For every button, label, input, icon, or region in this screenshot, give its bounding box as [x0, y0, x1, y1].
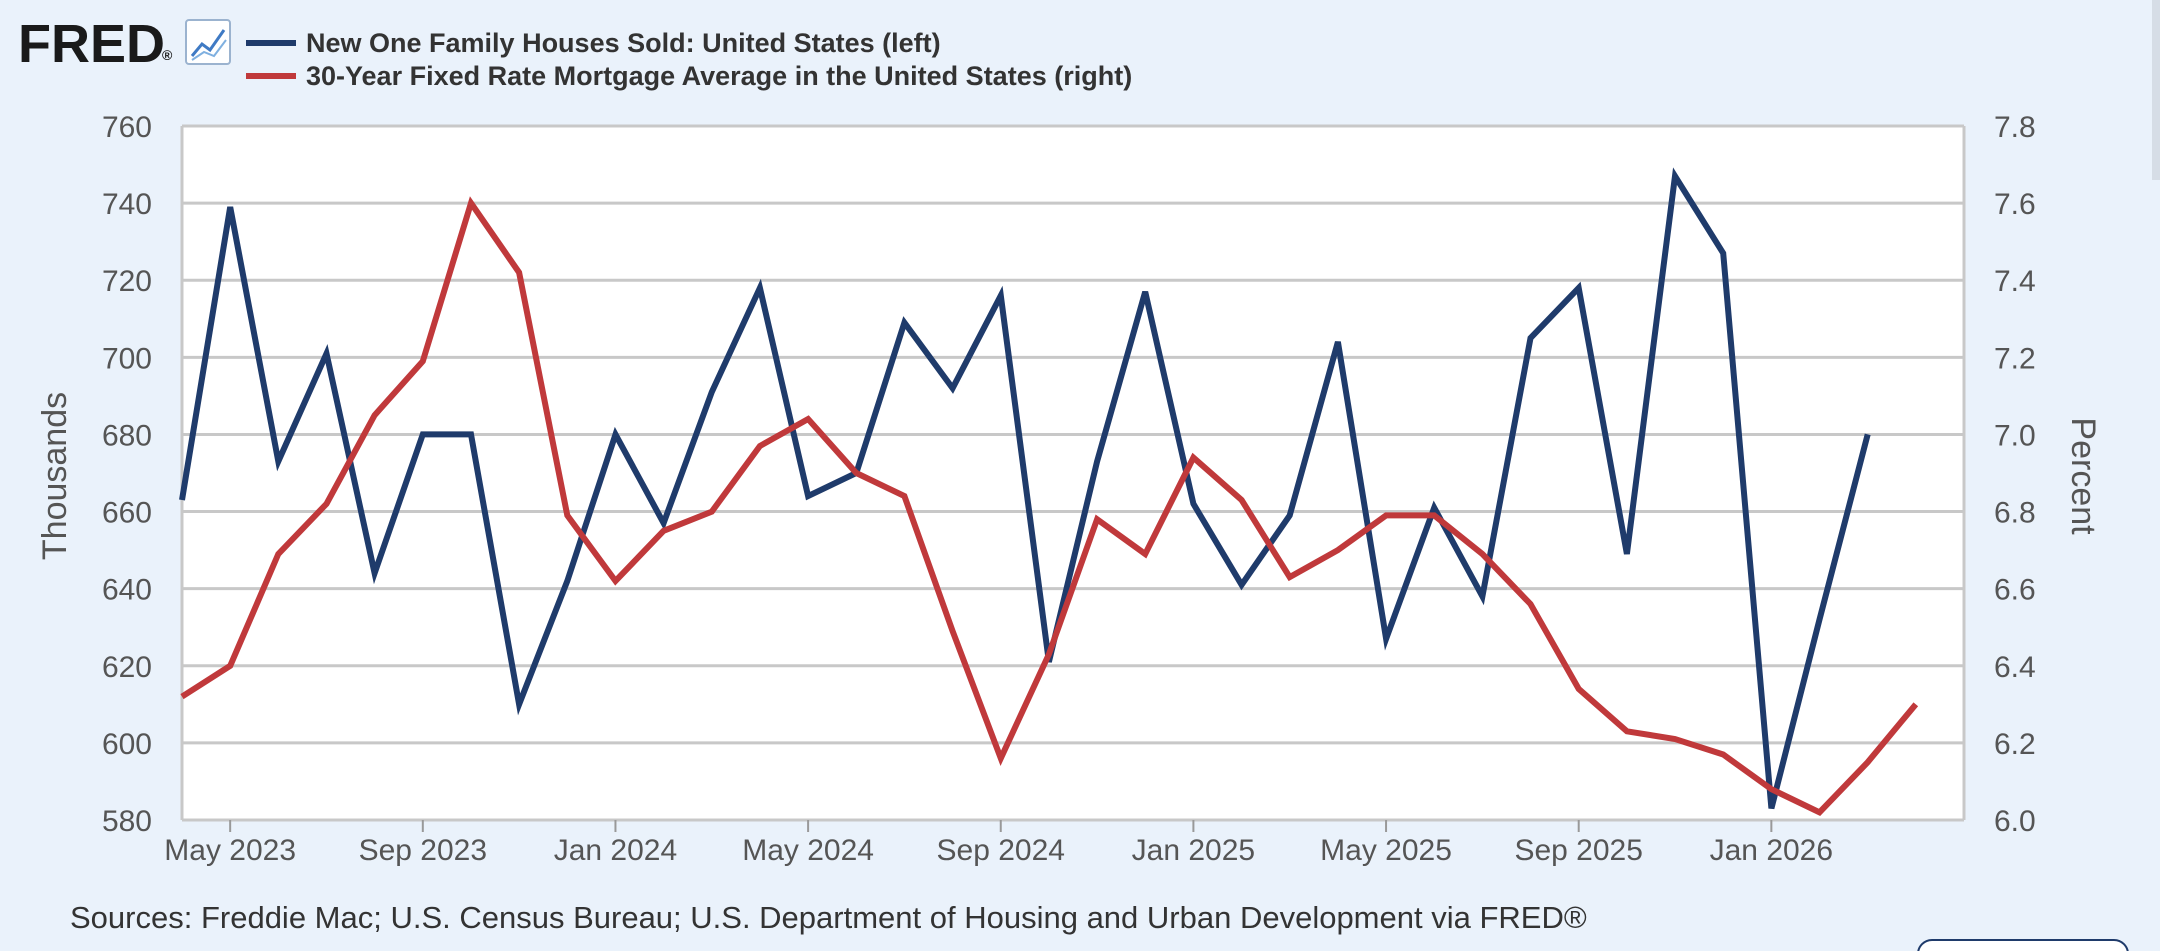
y-left-tick-label: 580: [102, 805, 152, 838]
y-right-tick-label: 6.4: [1994, 651, 2036, 684]
scrollbar[interactable]: [2152, 0, 2160, 180]
legend-label-right: 30-Year Fixed Rate Mortgage Average in t…: [306, 61, 1132, 91]
y-right-tick-label: 7.4: [1994, 265, 2036, 298]
y-left-tick-label: 620: [102, 651, 152, 684]
x-tick-label: Sep 2023: [359, 834, 487, 867]
legend-label-left: New One Family Houses Sold: United State…: [306, 28, 941, 58]
fred-logo-text: FRED: [18, 14, 165, 74]
x-axis: May 2023 Sep 2023 Jan 2024 May 2024 Sep 2024…: [164, 820, 1833, 867]
y-axis-left: 760 740 720 700 680 660 640 620 600 580: [102, 111, 152, 838]
x-tick-label: May 2024: [742, 834, 874, 867]
y-axis-right: 7.8 7.6 7.4 7.2 7.0 6.8 6.6 6.4 6.2 6.0: [1994, 111, 2036, 838]
y-left-tick-label: 720: [102, 265, 152, 298]
y-right-tick-label: 6.2: [1994, 728, 2036, 761]
x-tick-label: Jan 2026: [1710, 834, 1833, 867]
y-right-tick-label: 7.2: [1994, 342, 2036, 375]
fred-logo-mark: ®: [162, 47, 173, 63]
x-tick-label: May 2023: [164, 834, 296, 867]
legend: New One Family Houses Sold: United State…: [246, 28, 1132, 91]
y-right-tick-label: 6.8: [1994, 497, 2036, 530]
gridlines: [180, 124, 1966, 822]
x-tick-label: May 2025: [1320, 834, 1452, 867]
y-left-tick-label: 740: [102, 188, 152, 221]
y-axis-left-title: Thousands: [36, 392, 74, 560]
y-right-tick-label: 7.0: [1994, 419, 2036, 452]
x-tick-label: Jan 2024: [554, 834, 677, 867]
y-left-tick-label: 660: [102, 497, 152, 530]
y-right-tick-label: 7.8: [1994, 111, 2036, 144]
series-line-houses-sold: [179, 167, 1871, 810]
y-right-tick-label: 6.0: [1994, 805, 2036, 838]
sources-note: Sources: Freddie Mac; U.S. Census Bureau…: [70, 900, 1587, 935]
x-tick-label: Sep 2024: [937, 834, 1065, 867]
x-tick-label: Sep 2025: [1514, 834, 1642, 867]
y-left-tick-label: 600: [102, 728, 152, 761]
series-line-mortgage-rate: [180, 196, 1919, 816]
y-right-tick-label: 6.6: [1994, 574, 2036, 607]
x-tick-label: Jan 2025: [1132, 834, 1255, 867]
y-left-tick-label: 700: [102, 342, 152, 375]
y-axis-right-title: Percent: [2064, 417, 2102, 535]
y-left-tick-label: 640: [102, 574, 152, 607]
fred-logo[interactable]: FRED ®: [18, 14, 173, 74]
plot-area: [182, 126, 1964, 820]
y-left-tick-label: 680: [102, 419, 152, 452]
y-right-tick-label: 7.6: [1994, 188, 2036, 221]
y-left-tick-label: 760: [102, 111, 152, 144]
line-chart-icon: [185, 19, 231, 65]
edit-graph-button[interactable]: [1917, 939, 2129, 951]
series: [179, 167, 1919, 816]
